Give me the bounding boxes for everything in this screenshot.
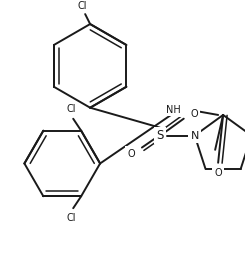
Text: O: O [127,148,135,158]
Text: O: O [214,168,222,178]
Text: NH: NH [166,105,180,115]
Text: Cl: Cl [66,104,76,114]
Text: N: N [190,131,199,141]
Text: Cl: Cl [77,1,87,11]
Text: S: S [156,129,164,142]
Text: Cl: Cl [66,213,76,223]
Text: O: O [191,109,198,119]
Text: H: H [175,105,182,115]
